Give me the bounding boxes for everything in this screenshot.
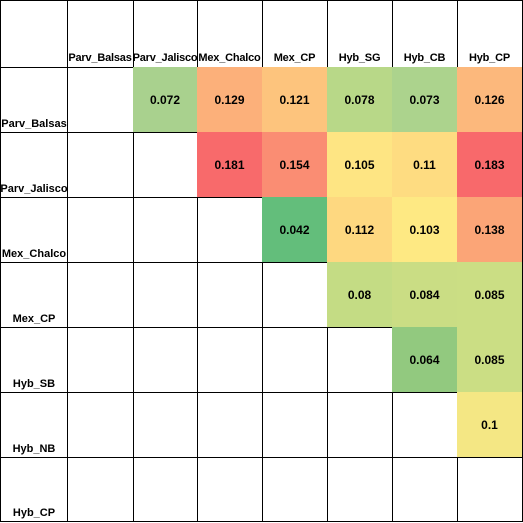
column-header: Hyb_CP [457,0,523,68]
empty-cell [327,457,393,522]
heatmap-cell: 0.181 [197,132,263,198]
empty-cell [197,457,263,522]
empty-cell [197,262,263,328]
column-header: Mex_Chalco [197,0,263,68]
empty-cell [67,132,134,198]
empty-cell [67,392,134,458]
heatmap-cell: 0.121 [262,67,328,133]
empty-cell [197,197,263,263]
heatmap-cell: 0.078 [327,67,393,133]
row-header: Parv_Balsas [0,67,68,133]
row-header: Mex_CP [0,262,68,328]
row-header: Hyb_CP [0,457,68,522]
empty-cell [133,392,198,458]
heatmap-cell: 0.154 [262,132,328,198]
row-header: Parv_Jalisco [0,132,68,198]
heatmap-cell: 0.112 [327,197,393,263]
heatmap-cell: 0.1 [457,392,523,458]
empty-cell [262,457,328,522]
heatmap-cell: 0.042 [262,197,328,263]
column-header: Mex_CP [262,0,328,68]
empty-cell [67,327,134,393]
heatmap-cell: 0.11 [392,132,458,198]
column-header: Parv_Jalisco [133,0,198,68]
empty-cell [67,67,134,133]
empty-cell [262,262,328,328]
heatmap-cell: 0.103 [392,197,458,263]
empty-cell [197,327,263,393]
row-header: Mex_Chalco [0,197,68,263]
empty-cell [133,457,198,522]
empty-cell [133,197,198,263]
column-header: Hyb_SG [327,0,393,68]
empty-cell [327,392,393,458]
column-header: Parv_Balsas [67,0,134,68]
heatmap-cell: 0.129 [197,67,263,133]
heatmap-cell: 0.138 [457,197,523,263]
empty-cell [392,457,458,522]
empty-cell [133,262,198,328]
column-header: Hyb_CB [392,0,458,68]
heatmap-cell: 0.105 [327,132,393,198]
empty-cell [67,262,134,328]
heatmap-cell: 0.08 [327,262,393,328]
empty-cell [327,327,393,393]
empty-cell [133,327,198,393]
empty-cell [197,392,263,458]
empty-cell [457,457,523,522]
corner-cell [0,0,68,68]
heatmap-cell: 0.183 [457,132,523,198]
heatmap-cell: 0.072 [133,67,198,133]
empty-cell [67,457,134,522]
heatmap-cell: 0.085 [457,327,523,393]
heatmap-cell: 0.073 [392,67,458,133]
empty-cell [262,392,328,458]
heatmap-cell: 0.084 [392,262,458,328]
empty-cell [262,327,328,393]
empty-cell [392,392,458,458]
heatmap-cell: 0.126 [457,67,523,133]
heatmap-cell: 0.064 [392,327,458,393]
empty-cell [133,132,198,198]
row-header: Hyb_SB [0,327,68,393]
row-header: Hyb_NB [0,392,68,458]
empty-cell [67,197,134,263]
heatmap-cell: 0.085 [457,262,523,328]
